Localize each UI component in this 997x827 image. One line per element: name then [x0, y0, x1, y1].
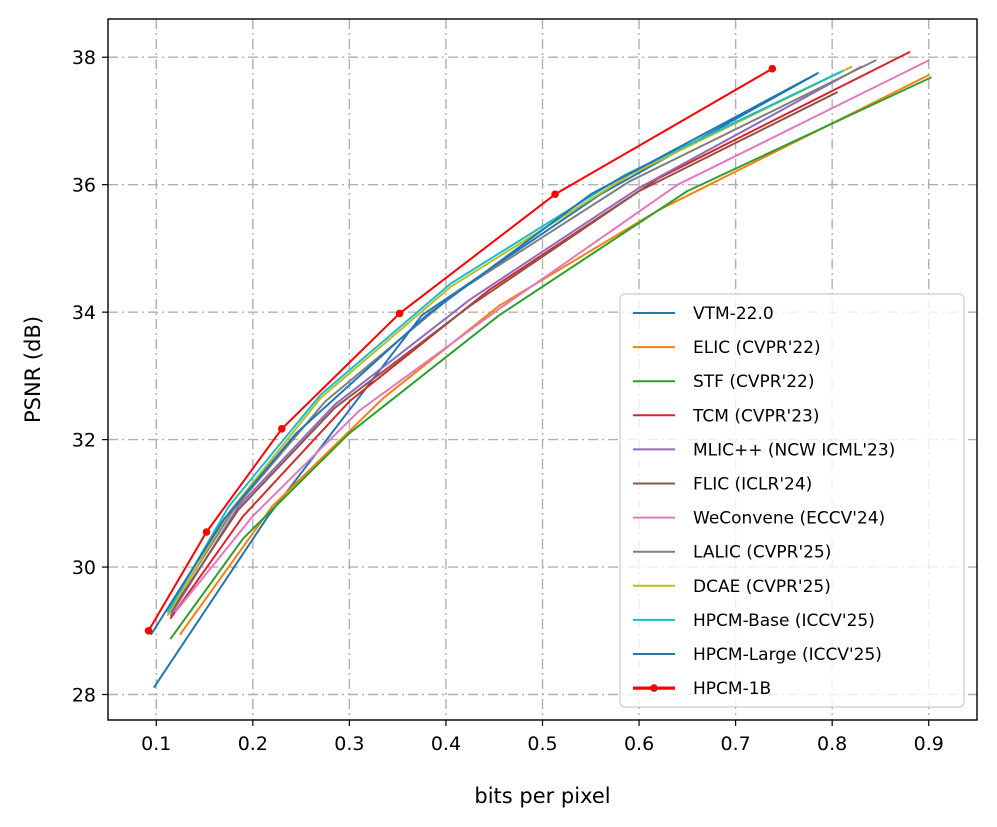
x-tick-label: 0.7 — [721, 733, 751, 755]
y-tick-label: 30 — [72, 557, 96, 579]
series-3 — [169, 51, 911, 619]
series-4 — [169, 65, 863, 616]
series-line — [169, 91, 838, 613]
legend-marker — [650, 684, 658, 692]
x-tick-label: 0.6 — [624, 733, 654, 755]
x-tick-label: 0.9 — [914, 733, 944, 755]
legend-item: FLIC (ICLR'24) — [633, 475, 812, 495]
legend-label: VTM-22.0 — [693, 304, 774, 324]
series-line — [169, 76, 932, 640]
data-point — [278, 424, 286, 433]
legend-item: HPCM-Base (ICCV'25) — [633, 611, 875, 631]
y-tick-label: 36 — [72, 175, 96, 197]
legend-label: STF (CVPR'22) — [693, 372, 815, 392]
legend-item: WeConvene (ECCV'24) — [633, 509, 885, 529]
series-line — [169, 51, 911, 619]
legend-item: LALIC (CVPR'25) — [633, 543, 831, 563]
legend-item: VTM-22.0 — [633, 304, 774, 324]
y-axis-label: PSNR (dB) — [21, 316, 45, 423]
y-tick-label: 34 — [72, 302, 96, 324]
legend-item: TCM (CVPR'23) — [633, 406, 819, 426]
legend: VTM-22.0 ELIC (CVPR'22) STF (CVPR'22) TCM (… — [619, 293, 965, 708]
series-5 — [169, 91, 838, 613]
legend-label: LALIC (CVPR'25) — [693, 543, 831, 563]
y-tick-label: 38 — [72, 47, 96, 69]
x-tick-label: 0.2 — [238, 733, 268, 755]
series-group — [144, 51, 932, 688]
y-tick-label: 32 — [72, 430, 96, 452]
legend-item: STF (CVPR'22) — [633, 372, 815, 392]
data-point — [144, 626, 153, 635]
legend-item: ELIC (CVPR'22) — [633, 338, 821, 358]
legend-label: WeConvene (ECCV'24) — [693, 509, 885, 529]
x-tick-label: 0.5 — [527, 733, 557, 755]
data-point — [395, 309, 404, 318]
legend-item: MLIC++ (NCW ICML'23) — [633, 440, 895, 460]
legend-label: DCAE (CVPR'25) — [693, 577, 831, 597]
series-8 — [166, 65, 853, 616]
series-11 — [144, 64, 777, 635]
data-point — [551, 190, 559, 199]
legend-item: HPCM-1B — [633, 679, 771, 699]
series-2 — [169, 76, 932, 640]
legend-label: ELIC (CVPR'22) — [693, 338, 821, 358]
data-point — [768, 64, 777, 73]
legend-label: HPCM-1B — [693, 679, 771, 699]
axis-ticks: 0.1 0.2 0.3 0.4 0.5 0.6 0.7 0.8 0.9 28 30 32 34 36 38 — [72, 47, 944, 755]
series-line — [147, 67, 774, 632]
series-10 — [150, 72, 819, 635]
legend-label: FLIC (ICLR'24) — [693, 475, 812, 495]
y-tick-label: 28 — [72, 685, 96, 707]
series-line — [174, 59, 930, 613]
x-tick-label: 0.4 — [431, 733, 461, 755]
series-line — [150, 72, 819, 635]
legend-label: TCM (CVPR'23) — [692, 406, 819, 426]
x-axis-label: bits per pixel — [474, 784, 610, 808]
legend-box — [619, 293, 965, 708]
legend-label: MLIC++ (NCW ICML'23) — [693, 440, 895, 460]
x-tick-label: 0.8 — [817, 733, 847, 755]
series-line — [166, 65, 853, 616]
legend-label: HPCM-Base (ICCV'25) — [693, 611, 875, 631]
series-line — [169, 65, 863, 616]
legend-item: HPCM-Large (ICCV'25) — [633, 645, 882, 665]
data-point — [202, 528, 211, 536]
legend-label: HPCM-Large (ICCV'25) — [693, 645, 882, 665]
x-tick-label: 0.3 — [334, 733, 364, 755]
legend-item: DCAE (CVPR'25) — [633, 577, 831, 597]
x-tick-label: 0.1 — [141, 733, 171, 755]
series-6 — [174, 59, 930, 613]
